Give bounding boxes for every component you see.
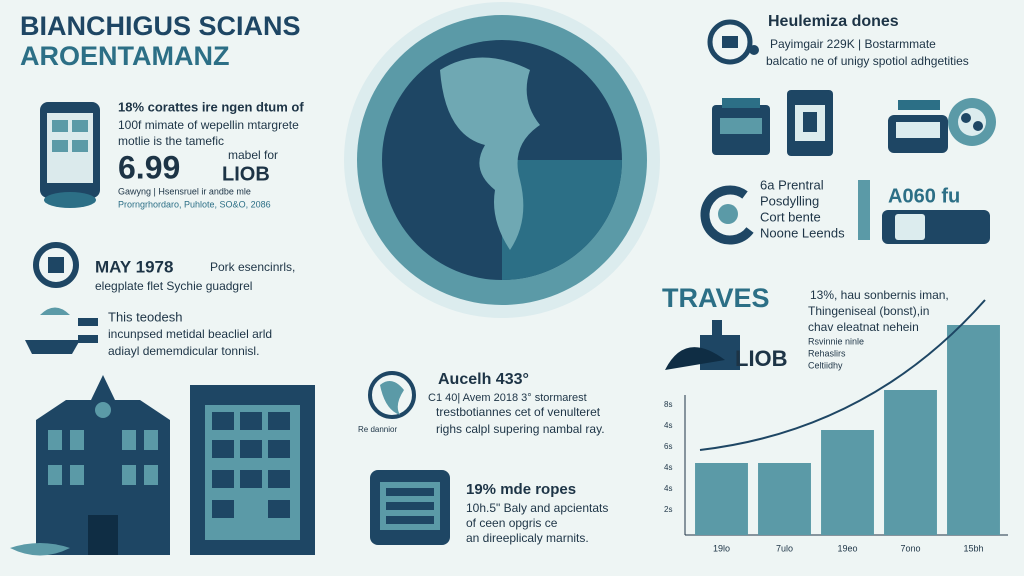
text-line: 18% corattes ire ngen dtum of	[118, 99, 304, 114]
trend-curve	[699, 299, 986, 451]
bar	[758, 463, 811, 535]
big-value: 6.99	[118, 149, 180, 185]
heading: 19% mde ropes	[466, 481, 576, 498]
text-line: This teodesh	[108, 309, 182, 324]
boat-icon	[25, 307, 98, 354]
globe-illustration	[344, 2, 660, 318]
title-line: BIANCHIGUS SCIANS	[20, 11, 301, 41]
bar-chart: 8s 4s 6s 4s 4s 2s 19lo 7ulo 19eo 7ono 15bh	[664, 325, 1008, 553]
heading: TRAVES	[662, 283, 770, 313]
text-line: Posdylling	[760, 193, 819, 208]
globe-icon	[368, 371, 416, 419]
small-line: Celtiidhy	[808, 360, 843, 370]
text-line: Pork esencinrls,	[210, 260, 295, 274]
text-line: Cort bente	[760, 209, 821, 224]
subheading: LIOB	[735, 346, 788, 371]
text-line: elegplate flet Sychie guadgrel	[95, 279, 252, 293]
y-axis-label: 4s	[664, 484, 672, 493]
text-line: adiayl dememdicular tonnisl.	[108, 344, 259, 358]
text-line: 13%, hau sonbernis iman,	[810, 288, 949, 302]
bar	[695, 463, 748, 535]
text-line: Payimgair 229K | Bostarmmate	[770, 37, 936, 51]
radio-icon	[370, 470, 450, 545]
icon-caption: Re dannior	[358, 425, 397, 434]
heading: MAY 1978	[95, 257, 173, 276]
badge: A060 fu	[888, 185, 960, 207]
text-line: incunpsed metidal beacliel arld	[108, 327, 272, 341]
y-axis-label: 6s	[664, 442, 672, 451]
phone-icon	[40, 102, 100, 208]
text-line: righs calpl supering nambal ray.	[436, 422, 605, 436]
title-line: AROENTAMANZ	[20, 41, 229, 71]
clock-icon	[707, 19, 759, 65]
badge-icon	[895, 214, 925, 240]
small-line: Rehaslirs	[808, 348, 846, 358]
unit-line: mabel for	[228, 148, 278, 162]
text-line: C1 40| Avem 2018 3° stormarest	[428, 392, 587, 404]
y-axis-label: 4s	[664, 421, 672, 430]
text-line: trestbotiannes cet of venulteret	[436, 405, 601, 419]
ring-icon	[700, 185, 754, 245]
y-axis-label: 2s	[664, 505, 672, 514]
x-tick-label: 19eo	[837, 543, 857, 553]
text-line: Thingeniseal (bonst),in	[808, 304, 929, 318]
bar	[884, 390, 937, 535]
icon-row	[712, 90, 996, 156]
text-line: chav eleatnat nehein	[808, 320, 919, 334]
y-axis-label: 4s	[664, 463, 672, 472]
divider	[858, 180, 870, 240]
text-line: motlie is the tamefic	[118, 134, 224, 148]
town-icon	[665, 320, 740, 370]
text-line: 10h.5" Baly and apcientats	[466, 501, 608, 515]
footnote: Gawyng | Hsensruel ir andbe mle	[118, 186, 251, 196]
x-tick-label: 15bh	[963, 543, 983, 553]
x-tick-label: 7ulo	[776, 543, 793, 553]
x-tick-label: 7ono	[900, 543, 920, 553]
heading: Aucelh 433°	[438, 371, 529, 388]
unit-line: LIOB	[222, 163, 270, 185]
text-line: of ceen opgris ce	[466, 516, 558, 530]
text-line: an direeplicaly marnits.	[466, 531, 589, 545]
cycle-icon	[33, 242, 79, 288]
bar	[947, 325, 1000, 535]
text-line: Noone Leends	[760, 225, 845, 240]
x-tick-label: 19lo	[713, 543, 730, 553]
building-illustration	[10, 375, 315, 556]
text-line: 6a Prentral	[760, 177, 824, 192]
bar	[821, 430, 874, 535]
y-axis-label: 8s	[664, 400, 672, 409]
text-line: balcatio ne of unigy spotiol adhgetities	[766, 54, 969, 68]
text-line: 100f mimate of wepellin mtargrete	[118, 118, 299, 132]
heading: Heulemiza dones	[768, 13, 899, 30]
footnote: Prorngrhordaro, Puhlote, SO&O, 2086	[118, 199, 271, 209]
small-line: Rsvinnie ninle	[808, 336, 864, 346]
